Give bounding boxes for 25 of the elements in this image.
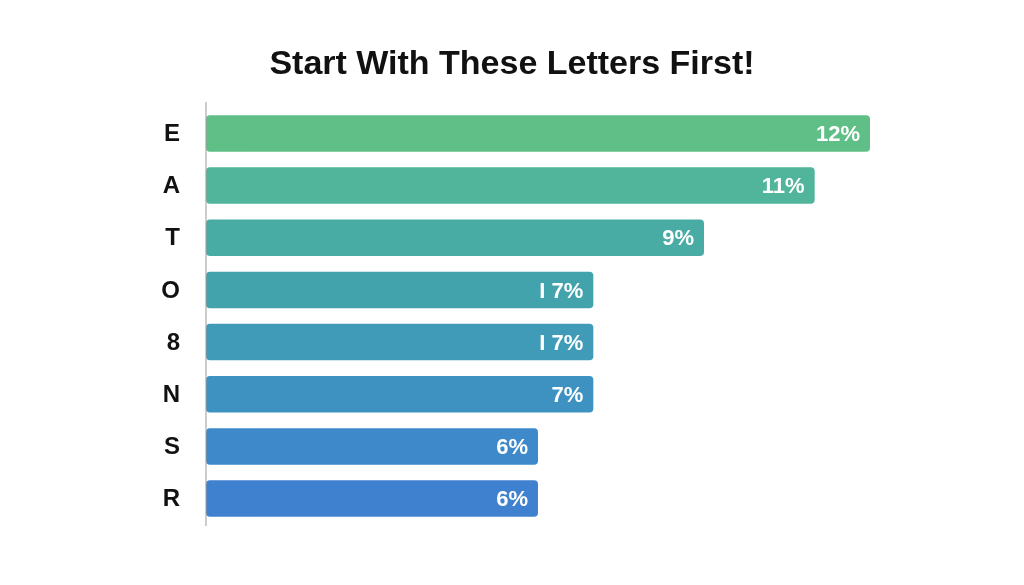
y-tick-label: R [162,484,180,512]
y-tick-label: T [165,223,181,251]
bar [206,375,594,413]
bar [206,271,594,309]
chart-title: Start With These Letters First! [269,43,755,81]
bar [206,480,538,517]
bar [206,115,870,152]
y-tick-label: S [163,432,180,460]
data-label: 11% [761,173,805,199]
bar [206,323,594,361]
bar [206,428,538,465]
data-label: 6% [496,434,528,460]
bar [206,219,704,257]
y-tick-label: O [161,275,180,303]
y-tick-label: A [162,171,180,199]
y-tick-label: E [163,119,180,147]
y-tick-label: 8 [166,327,180,355]
y-tick-label: N [162,379,180,407]
data-label: I 7% [539,277,584,303]
data-label: 6% [496,486,528,512]
data-label: 9% [662,225,694,251]
data-label: 7% [551,381,584,407]
data-label: 12% [815,121,860,147]
data-label: I 7% [539,329,584,355]
bar [206,167,815,204]
